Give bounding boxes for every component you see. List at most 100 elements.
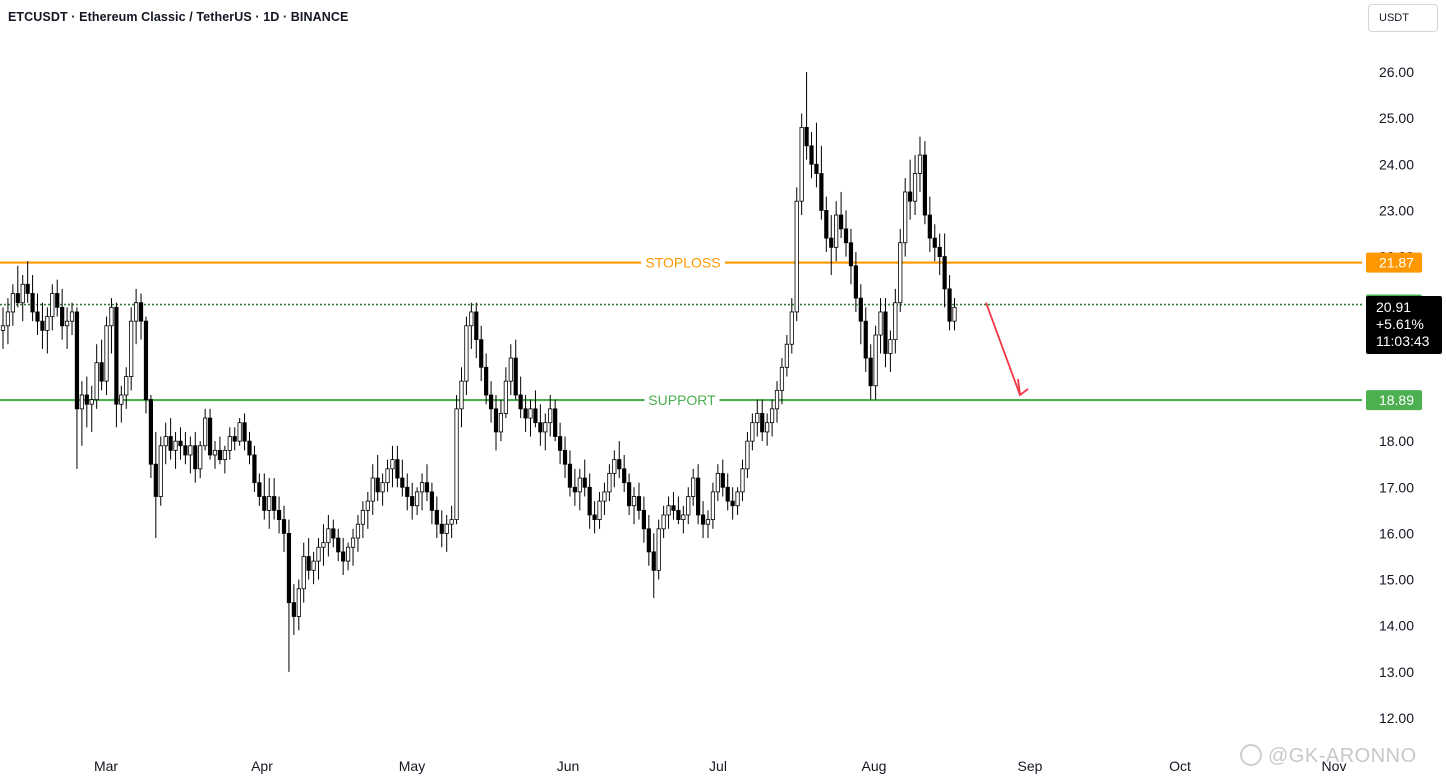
candle[interactable]: [548, 395, 553, 437]
candle[interactable]: [365, 491, 370, 529]
candle[interactable]: [212, 441, 218, 469]
candle[interactable]: [168, 418, 173, 460]
candle[interactable]: [232, 427, 237, 451]
candle[interactable]: [60, 288, 65, 340]
candle[interactable]: [824, 196, 829, 252]
candle[interactable]: [942, 233, 947, 308]
candle[interactable]: [799, 113, 804, 216]
candle[interactable]: [947, 275, 952, 331]
candle[interactable]: [336, 528, 341, 562]
candle[interactable]: [952, 298, 957, 331]
candle[interactable]: [577, 468, 582, 511]
candle[interactable]: [316, 538, 321, 580]
candle[interactable]: [272, 478, 277, 520]
candle[interactable]: [631, 487, 637, 525]
candle[interactable]: [868, 344, 873, 400]
candle[interactable]: [400, 459, 405, 497]
candle[interactable]: [321, 524, 326, 566]
candle[interactable]: [104, 316, 109, 395]
candle[interactable]: [809, 131, 814, 179]
candle[interactable]: [878, 298, 883, 354]
candle[interactable]: [567, 450, 573, 497]
candle[interactable]: [424, 464, 430, 502]
candle[interactable]: [518, 376, 523, 419]
candle[interactable]: [932, 224, 937, 262]
candle[interactable]: [484, 353, 489, 405]
candle[interactable]: [50, 284, 55, 331]
candle[interactable]: [326, 514, 331, 557]
candle[interactable]: [755, 399, 760, 437]
candle[interactable]: [769, 399, 775, 437]
candle[interactable]: [641, 496, 647, 543]
candle[interactable]: [434, 496, 439, 539]
candle[interactable]: [429, 482, 435, 525]
candle[interactable]: [533, 390, 538, 428]
candle[interactable]: [370, 464, 375, 515]
candle[interactable]: [198, 441, 203, 479]
candle[interactable]: [538, 404, 543, 446]
candle[interactable]: [410, 482, 415, 520]
candle[interactable]: [479, 325, 484, 382]
candle[interactable]: [0, 307, 6, 349]
candle[interactable]: [291, 584, 296, 635]
candle[interactable]: [908, 159, 913, 220]
candle[interactable]: [893, 288, 898, 354]
candle[interactable]: [45, 307, 50, 354]
candle[interactable]: [469, 302, 474, 349]
candle[interactable]: [252, 445, 257, 492]
candle[interactable]: [725, 473, 730, 511]
candle[interactable]: [863, 307, 868, 372]
candle[interactable]: [119, 385, 124, 423]
candle[interactable]: [138, 293, 144, 340]
candle[interactable]: [415, 487, 420, 515]
candle[interactable]: [69, 302, 75, 336]
candle[interactable]: [30, 275, 35, 322]
candle[interactable]: [25, 261, 30, 303]
candle[interactable]: [592, 501, 597, 534]
candle[interactable]: [35, 293, 40, 336]
candle[interactable]: [888, 330, 893, 372]
candle[interactable]: [848, 228, 854, 285]
candle[interactable]: [794, 187, 799, 322]
candle[interactable]: [153, 431, 158, 539]
candle[interactable]: [296, 579, 301, 631]
candle[interactable]: [488, 381, 494, 423]
candle[interactable]: [345, 542, 351, 571]
candle[interactable]: [114, 302, 119, 428]
candle[interactable]: [267, 478, 272, 529]
candle[interactable]: [523, 395, 528, 432]
candle[interactable]: [55, 279, 60, 317]
currency-selector-button[interactable]: USDT: [1368, 4, 1438, 32]
candle[interactable]: [40, 302, 45, 349]
candle[interactable]: [5, 298, 11, 345]
candle[interactable]: [94, 344, 99, 409]
candle[interactable]: [597, 491, 602, 529]
candle[interactable]: [158, 436, 163, 506]
candle[interactable]: [134, 288, 139, 345]
candle[interactable]: [814, 122, 819, 188]
candle[interactable]: [474, 302, 479, 359]
candle[interactable]: [148, 395, 153, 479]
candle[interactable]: [10, 284, 15, 326]
candle[interactable]: [710, 482, 716, 529]
candle[interactable]: [883, 298, 888, 368]
candle[interactable]: [439, 510, 444, 548]
candle[interactable]: [587, 473, 592, 529]
candle[interactable]: [350, 528, 356, 566]
candle[interactable]: [622, 454, 627, 492]
candle[interactable]: [493, 395, 499, 451]
candle[interactable]: [528, 399, 533, 437]
candle[interactable]: [834, 201, 839, 262]
candle[interactable]: [257, 473, 262, 506]
candle[interactable]: [419, 473, 425, 511]
candle[interactable]: [498, 399, 504, 442]
candle[interactable]: [898, 228, 903, 312]
candle[interactable]: [853, 251, 858, 312]
candle[interactable]: [917, 136, 923, 192]
candle[interactable]: [661, 505, 666, 539]
candle[interactable]: [730, 487, 735, 520]
candle[interactable]: [129, 307, 134, 391]
candle[interactable]: [286, 519, 292, 672]
candle[interactable]: [912, 155, 918, 216]
